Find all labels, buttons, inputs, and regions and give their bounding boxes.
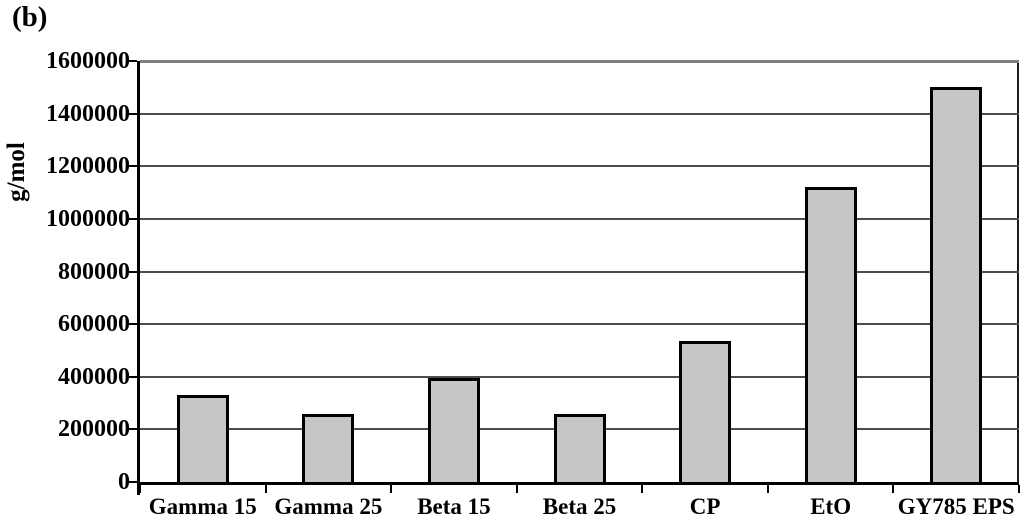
- bar-gamma-25: [302, 414, 355, 482]
- bar-gy785-eps: [930, 87, 983, 482]
- y-axis-tick-label: 1000000: [46, 205, 130, 232]
- y-axis-tick-label: 400000: [58, 363, 130, 390]
- y-axis-tick-label: 0: [118, 469, 130, 495]
- x-axis-tick: [264, 485, 267, 493]
- y-axis-tick: [128, 165, 137, 168]
- y-axis-tick: [128, 217, 137, 220]
- x-axis-tick: [139, 485, 141, 493]
- gridline: [140, 60, 1019, 63]
- y-axis-tick-label: 800000: [58, 258, 130, 285]
- y-axis-tick: [128, 323, 137, 326]
- x-axis-tick: [515, 485, 518, 493]
- x-axis-category-label: EtO: [810, 494, 852, 519]
- x-axis-tick: [641, 485, 644, 493]
- x-axis-category-label: Gamma 25: [274, 494, 383, 519]
- y-axis-tick: [128, 112, 137, 115]
- y-axis-tick: [128, 428, 137, 431]
- gridline: [140, 323, 1019, 326]
- bar-beta-25: [553, 414, 606, 482]
- gridline: [140, 217, 1019, 220]
- x-axis-category-label: Gamma 15: [148, 494, 257, 519]
- bar-eto: [804, 187, 857, 482]
- y-axis-tick: [128, 270, 137, 273]
- bar-beta-15: [427, 378, 480, 482]
- y-axis-tick-label: 600000: [58, 311, 130, 338]
- x-axis-tick: [390, 485, 393, 493]
- x-axis-tick: [1018, 485, 1020, 493]
- bar-cp: [679, 341, 732, 482]
- gridline: [140, 375, 1019, 378]
- x-axis-tick: [766, 485, 769, 493]
- y-axis-tick: [128, 481, 137, 483]
- x-axis-category-label: Beta 25: [542, 494, 617, 519]
- y-axis-tick: [128, 375, 137, 378]
- gridline: [140, 270, 1019, 273]
- x-axis-line: [137, 482, 1019, 485]
- x-axis-tick: [892, 485, 895, 493]
- gridline: [140, 165, 1019, 168]
- y-axis-tick: [128, 60, 137, 62]
- gridline: [140, 112, 1019, 115]
- y-axis-line: [137, 61, 140, 495]
- y-axis-tick-label: 1400000: [46, 100, 130, 127]
- y-axis-tick-label: 1600000: [46, 48, 130, 74]
- x-axis-category-label: CP: [689, 494, 721, 519]
- bar-gamma-15: [176, 395, 229, 482]
- x-axis-category-label: Beta 15: [417, 494, 491, 519]
- x-axis-category-label: GY785 EPS: [897, 494, 1015, 519]
- plot-area: [128, 60, 1020, 495]
- figure-label: (b): [12, 1, 48, 33]
- y-axis-tick-label: 1200000: [46, 153, 130, 180]
- y-axis-tick-label: 200000: [58, 416, 130, 443]
